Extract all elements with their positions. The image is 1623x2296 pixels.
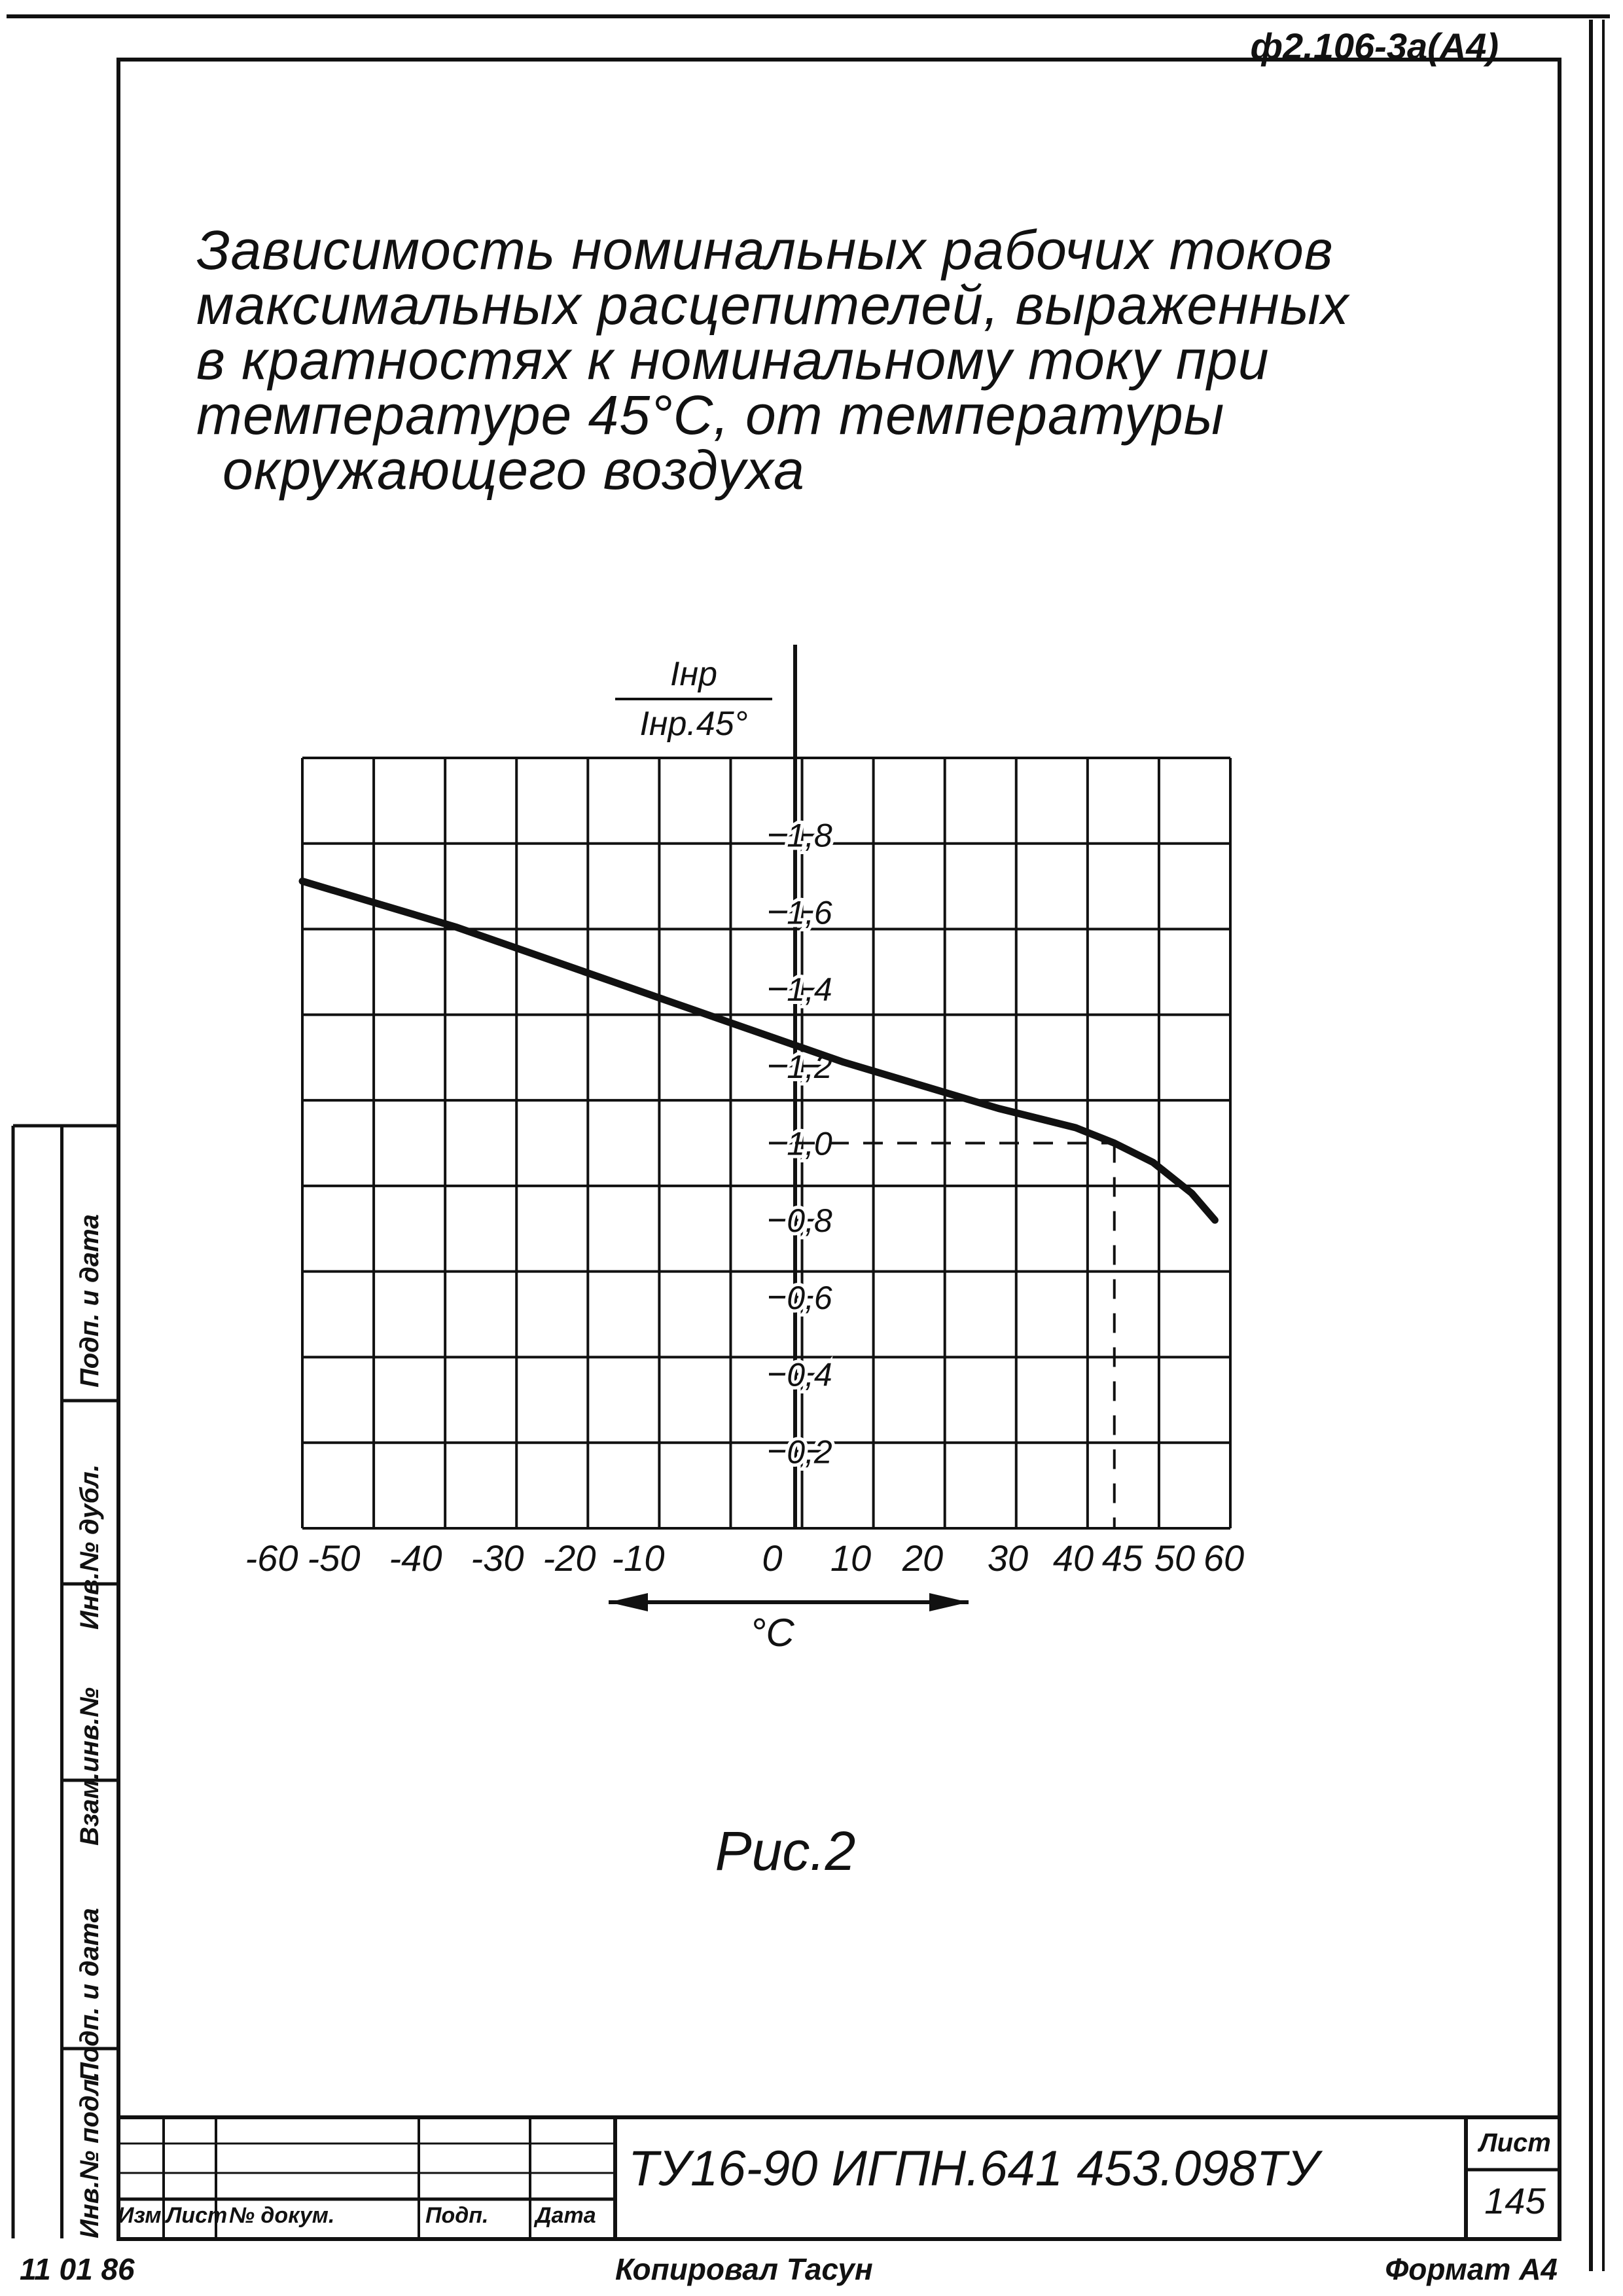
x-tick-label: 10 — [830, 1537, 871, 1579]
col-header: Дата — [535, 2203, 596, 2228]
x-tick-label: -20 — [543, 1537, 596, 1579]
title-line: температуре 45°С, от температуры — [196, 384, 1225, 446]
col-header: № докум. — [229, 2203, 335, 2228]
y-axis-label: Iнр Iнр.45° — [615, 655, 772, 744]
y-tick-label: 1,0 — [787, 1126, 832, 1162]
x-tick-label: 60 — [1204, 1537, 1244, 1579]
footer-mark: 11 01 86 — [20, 2252, 135, 2286]
figure-caption: Рис.2 — [715, 1820, 856, 1882]
y-tick-label: 0,4 — [787, 1357, 832, 1393]
x-tick-label: 30 — [988, 1537, 1028, 1579]
series-line — [298, 877, 1219, 1224]
x-tick-label: 45 — [1102, 1537, 1143, 1579]
x-tick-label: -10 — [612, 1537, 665, 1579]
col-header: Изм — [118, 2203, 162, 2228]
arrow-head-left — [609, 1593, 648, 1611]
title-line: в кратностях к номинальному току при — [196, 329, 1270, 391]
y-tick-label: 1,6 — [787, 894, 832, 931]
y-tick-label: 0,6 — [787, 1280, 832, 1316]
outer-border-right — [1589, 20, 1593, 2271]
col-header: Лист — [166, 2203, 228, 2228]
x-tick-label: 50 — [1154, 1537, 1195, 1579]
document-number: ТУ16-90 ИГПН.641 453.098ТУ — [628, 2141, 1319, 2197]
title-line: максимальных расцепителей, выраженных — [196, 274, 1349, 336]
x-tick-label: 0 — [762, 1537, 782, 1579]
paper-format: Формат А4 — [1385, 2252, 1558, 2286]
y-tick-label: 1,8 — [787, 817, 832, 854]
col-header: Подп. — [425, 2203, 489, 2228]
outer-border-top — [7, 14, 1610, 18]
title-line: Зависимость номинальных рабочих токов — [196, 219, 1334, 281]
y-tick-label: 1,4 — [787, 971, 832, 1008]
y-tick-label: 0,2 — [787, 1433, 832, 1470]
x-tick-label: -30 — [471, 1537, 524, 1579]
drawing-frame — [116, 58, 1561, 2241]
outer-border-right-2 — [1602, 20, 1605, 2271]
side-strip: Подп. и дата Инв.№ дубл. Взам.инв.№ Подп… — [60, 1126, 116, 2238]
sheet-label: Лист — [1479, 2128, 1551, 2157]
arrow-head-right — [929, 1593, 969, 1611]
x-tick-label: 40 — [1053, 1537, 1094, 1579]
x-axis-unit: °С — [750, 1611, 794, 1655]
sheet-number: 145 — [1484, 2180, 1546, 2221]
y-tick-label: 0,8 — [787, 1202, 832, 1239]
title-line: окружающего воздуха — [223, 439, 805, 501]
y-label-denominator: Iнр.45° — [639, 705, 748, 743]
x-tick-label: -60 — [245, 1537, 298, 1579]
x-tick-label: 20 — [902, 1537, 943, 1579]
x-tick-label: -50 — [308, 1537, 361, 1579]
x-tick-label: -40 — [389, 1537, 442, 1579]
chart-description: Зависимость номинальных рабочих токов ма… — [196, 223, 1479, 497]
copied-by: Копировал Тасун — [615, 2252, 873, 2286]
y-label-numerator: Iнр — [615, 655, 772, 700]
